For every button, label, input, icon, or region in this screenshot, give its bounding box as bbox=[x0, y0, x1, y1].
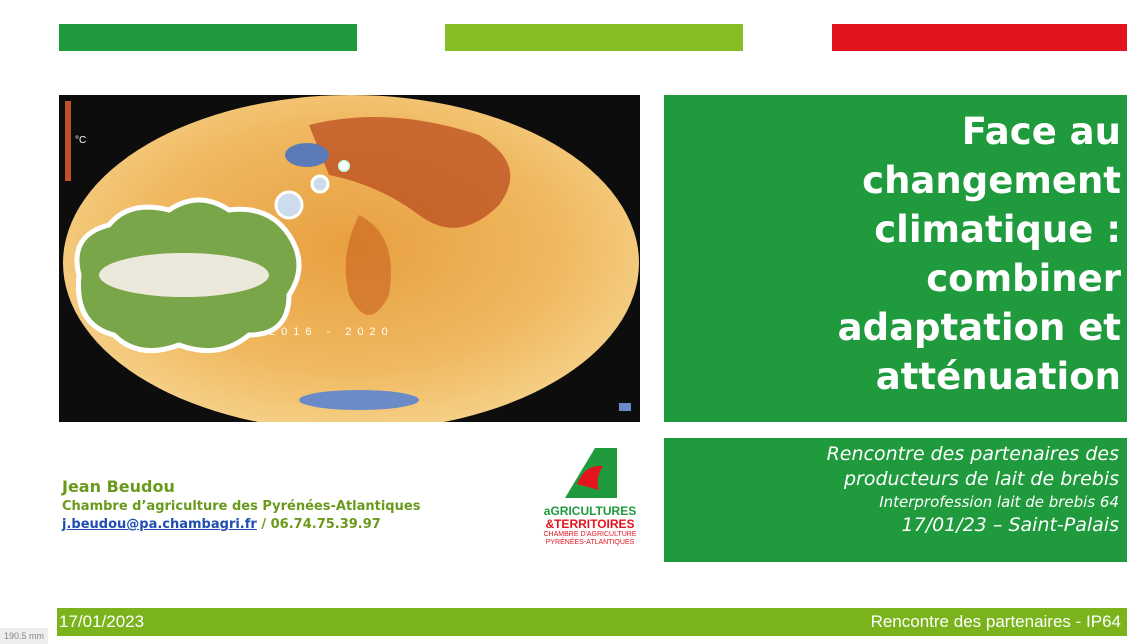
subtitle-line: Rencontre des partenaires des bbox=[664, 442, 1119, 467]
icon bbox=[619, 403, 631, 411]
ruler-label: 190.5 mm bbox=[0, 628, 48, 644]
footer-label: Rencontre des partenaires - IP64 bbox=[871, 608, 1121, 636]
logo-text: &TERRITOIRES bbox=[535, 518, 645, 531]
subtitle-box: Rencontre des partenaires des producteur… bbox=[664, 438, 1127, 562]
logo-mark bbox=[555, 444, 625, 500]
bubble bbox=[339, 161, 349, 171]
legend-scale bbox=[65, 101, 71, 181]
logo-text: CHAMBRE D'AGRICULTURE bbox=[535, 531, 645, 539]
top-bar-red bbox=[832, 24, 1127, 51]
top-bar-lime bbox=[445, 24, 743, 51]
bubble bbox=[276, 192, 302, 218]
bubble bbox=[312, 176, 328, 192]
legend-unit: °C bbox=[75, 135, 86, 146]
cold-spot bbox=[299, 390, 419, 410]
logo-text: PYRÉNÉES-ATLANTIQUES bbox=[535, 539, 645, 547]
sheep bbox=[99, 253, 269, 297]
title-line: atténuation bbox=[664, 352, 1121, 401]
footer: 17/01/2023 Rencontre des partenaires - I… bbox=[57, 608, 1127, 636]
author-email[interactable]: j.beudou@pa.chambagri.fr bbox=[62, 517, 257, 532]
title-line: changement bbox=[664, 156, 1121, 205]
author-phone: / 06.74.75.39.97 bbox=[261, 517, 380, 532]
title-box: Face au changement climatique : combiner… bbox=[664, 95, 1127, 422]
author-org: Chambre d’agriculture des Pyrénées-Atlan… bbox=[62, 498, 420, 516]
subtitle-line: Interprofession lait de brebis 64 bbox=[664, 492, 1119, 513]
author-contact: j.beudou@pa.chambagri.fr / 06.74.75.39.9… bbox=[62, 516, 420, 534]
footer-date: 17/01/2023 bbox=[59, 608, 144, 636]
climate-map: °C 2016 - 2020 bbox=[59, 95, 640, 422]
title-line: adaptation et bbox=[664, 303, 1121, 352]
title-line: Face au bbox=[664, 107, 1121, 156]
title-line: combiner bbox=[664, 254, 1121, 303]
title-line: climatique : bbox=[664, 205, 1121, 254]
subtitle-line: producteurs de lait de brebis bbox=[664, 467, 1119, 492]
cold-spot bbox=[285, 143, 329, 167]
author-block: Jean Beudou Chambre d’agriculture des Py… bbox=[62, 476, 420, 534]
author-name: Jean Beudou bbox=[62, 476, 420, 498]
slide: °C 2016 - 2020 Face au changement climat… bbox=[0, 0, 1127, 644]
logo: aGRICULTURES &TERRITOIRES CHAMBRE D'AGRI… bbox=[535, 444, 645, 547]
period: 2016 - 2020 bbox=[269, 326, 394, 338]
subtitle-line: 17/01/23 – Saint-Palais bbox=[664, 513, 1119, 538]
top-bar-green bbox=[59, 24, 357, 51]
